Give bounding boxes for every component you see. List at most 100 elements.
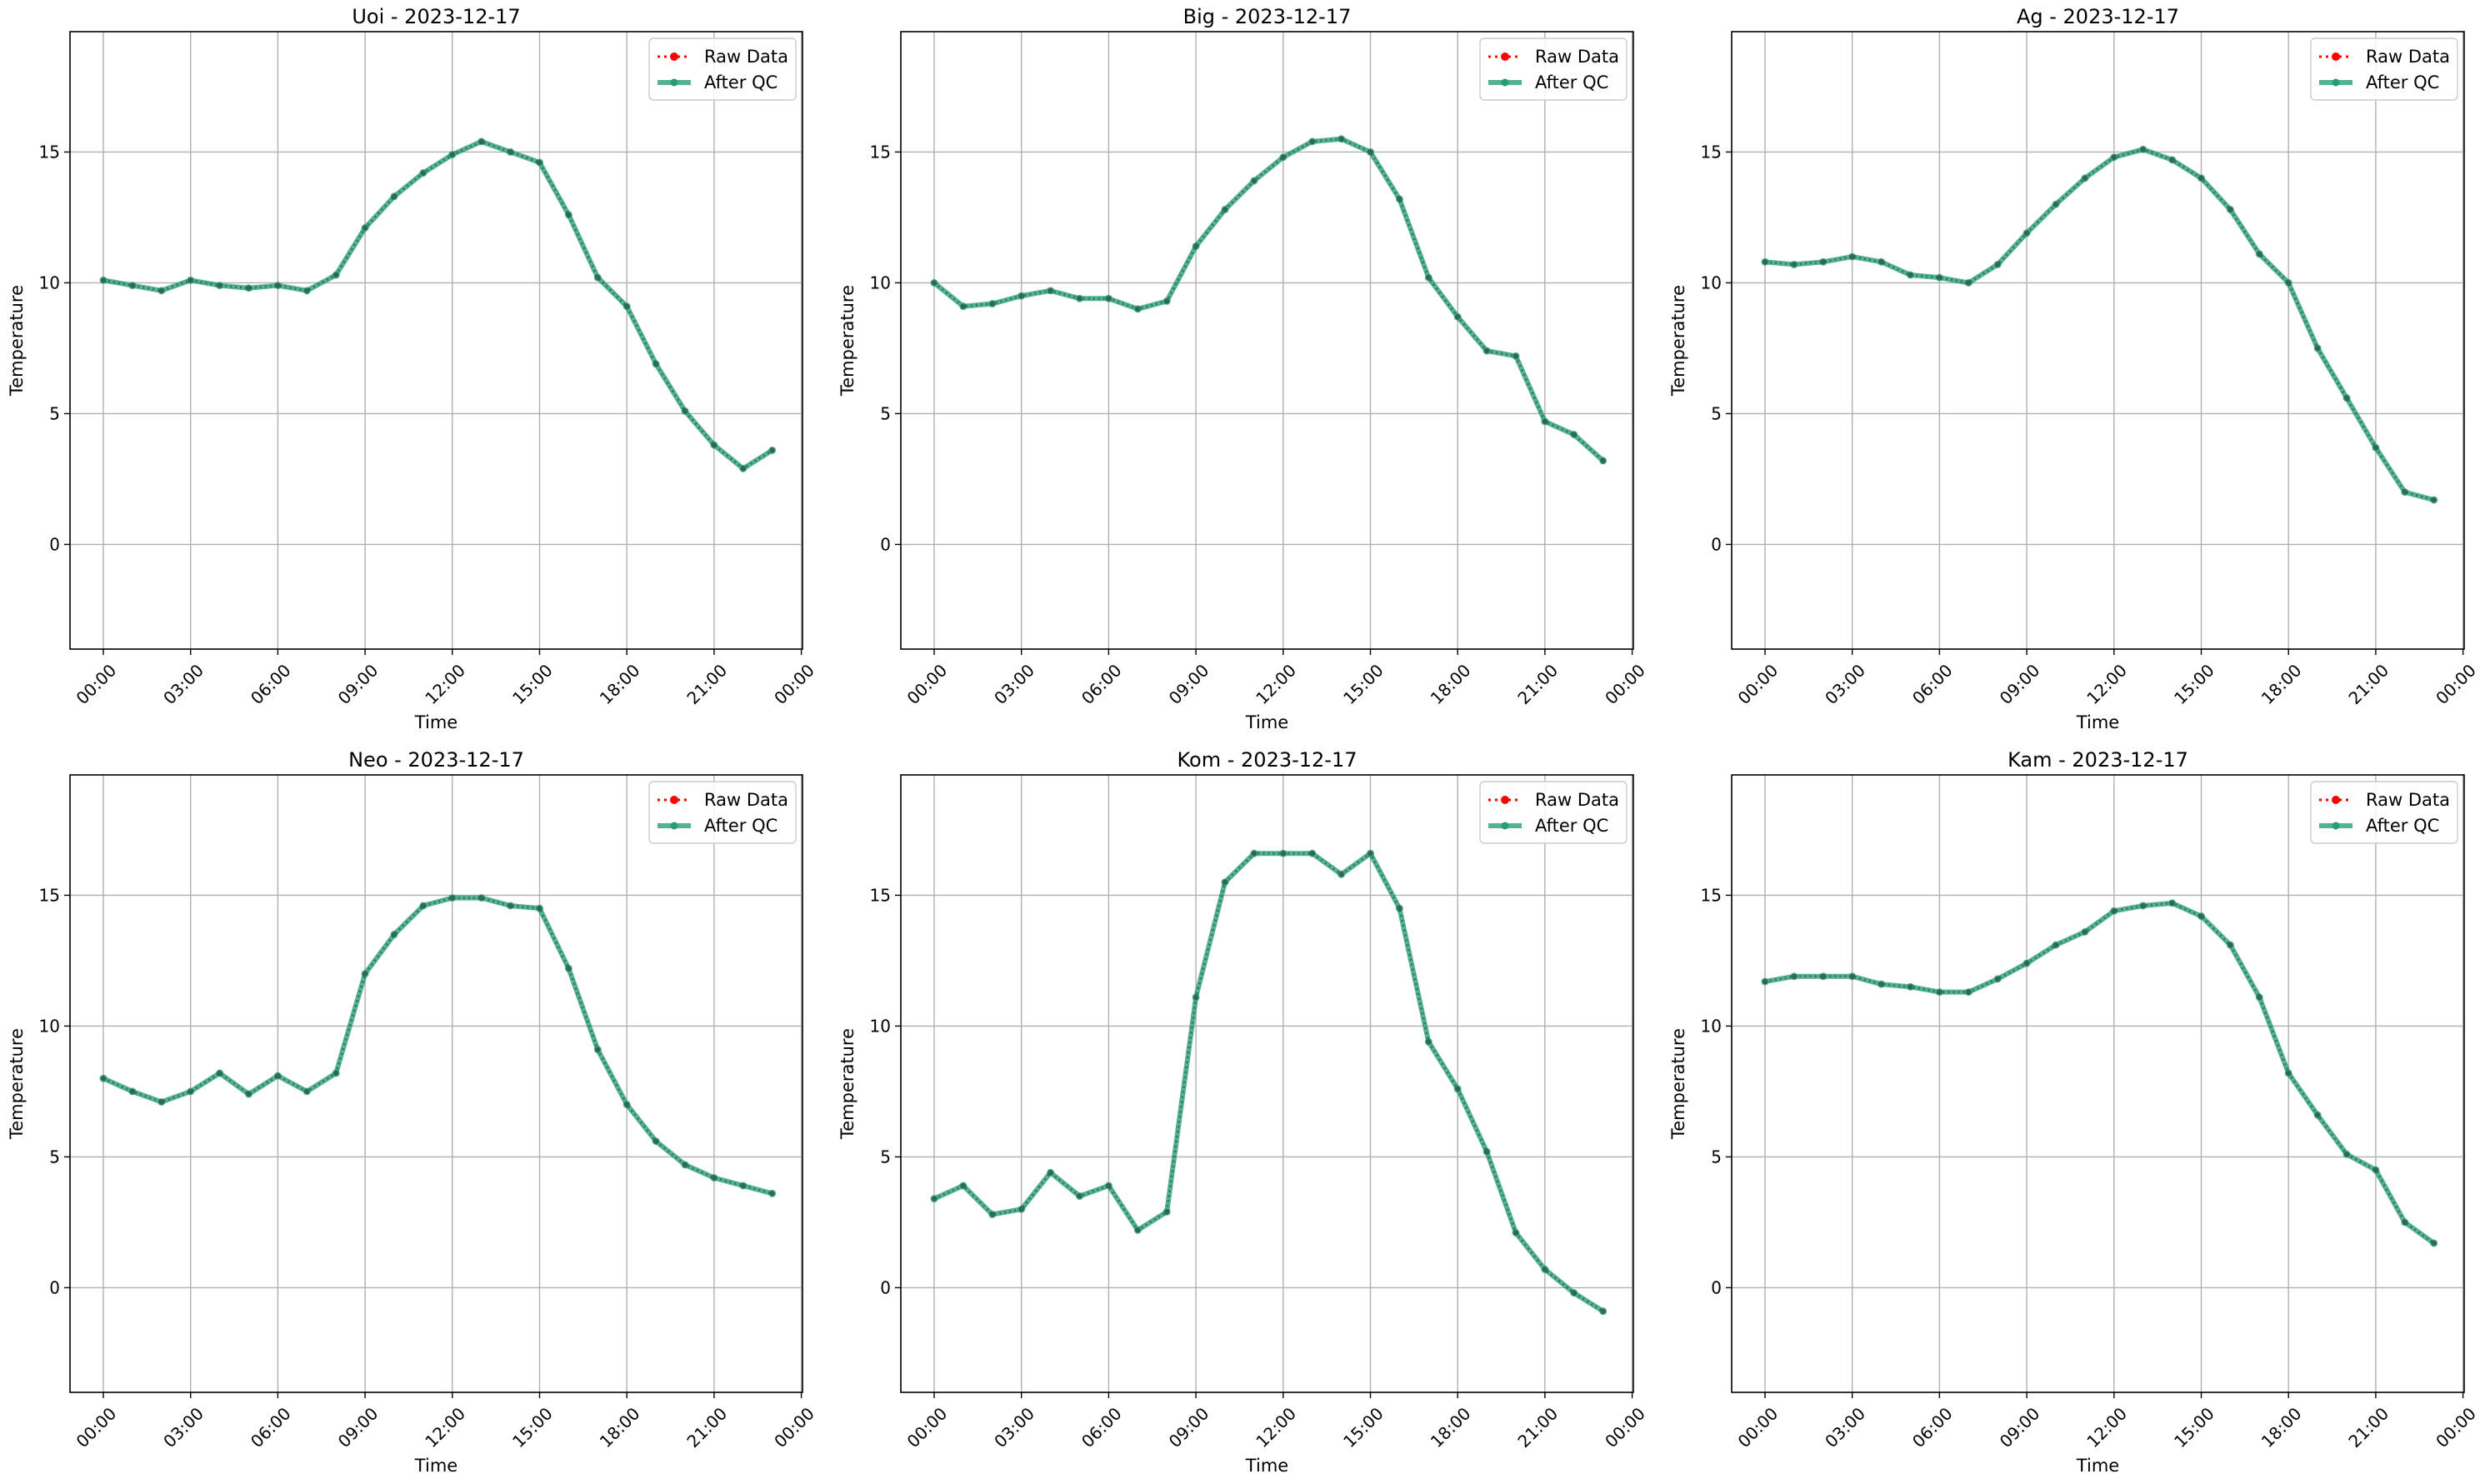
point-raw-data [1820,973,1826,979]
point-raw-data [2111,908,2117,914]
point-raw-data [682,408,688,414]
point-raw-data [740,466,746,472]
y-axis-label: Temperature [1668,285,1688,397]
point-raw-data [1483,347,1490,354]
chart-title: Kam - 2023-12-17 [2008,748,2188,772]
point-raw-data [624,1102,630,1107]
point-raw-data [2140,147,2146,152]
point-raw-data [1164,298,1170,304]
point-raw-data [420,902,427,909]
legend-label-after-qc: After QC [704,72,778,92]
point-raw-data [769,1191,775,1197]
point-raw-data [2228,207,2233,212]
point-raw-data [1018,292,1024,299]
point-raw-data [2111,154,2117,160]
point-raw-data [960,1182,967,1189]
point-raw-data [1368,850,1373,857]
y-tick-label: 0 [1711,534,1722,554]
x-tick-label: 09:00 [1996,1403,2044,1452]
y-tick-label: 5 [49,403,60,423]
point-raw-data [100,1076,107,1082]
point-raw-data [682,1162,688,1168]
point-raw-data [624,303,630,309]
point-raw-data [1106,1182,1112,1189]
point-raw-data [246,1091,252,1097]
point-raw-data [1762,978,1768,985]
point-raw-data [2314,1112,2321,1118]
legend-marker-after-qc [670,78,678,87]
point-raw-data [1426,274,1432,281]
y-tick-label: 5 [880,1147,891,1167]
point-raw-data [537,159,542,166]
point-raw-data [1483,1148,1490,1155]
point-raw-data [960,303,967,309]
point-raw-data [2372,1167,2379,1173]
point-raw-data [2286,280,2292,286]
y-tick-label: 15 [870,142,891,162]
x-tick-label: 18:00 [596,660,644,708]
point-raw-data [1280,850,1287,857]
point-raw-data [2402,489,2408,495]
series-line-raw-data [1764,902,2435,1245]
point-raw-data [478,895,484,901]
point-raw-data [1192,994,1199,1001]
x-tick-label: 21:00 [1513,660,1562,708]
y-axis-label: Temperature [838,1028,858,1140]
y-tick-label: 15 [39,142,60,162]
point-raw-data [1966,989,1972,995]
point-raw-data [1908,984,1913,990]
point-raw-data [1164,1209,1170,1215]
point-raw-data [449,152,455,157]
x-axis-label: Time [414,712,458,732]
x-tick-label: 00:00 [1734,660,1782,708]
y-tick-label: 15 [870,885,891,905]
series-line-after-qc [932,136,1606,463]
point-raw-data [304,287,310,294]
y-tick-label: 10 [39,272,60,292]
point-raw-data [1338,136,1344,142]
legend-marker-after-qc [2332,78,2340,87]
x-tick-label: 00:00 [2432,660,2480,708]
y-tick-label: 5 [880,403,891,423]
point-raw-data [1849,973,1855,979]
x-tick-label: 18:00 [596,1403,644,1452]
point-raw-data [1849,253,1855,260]
point-raw-data [2052,942,2059,948]
y-tick-label: 10 [39,1016,60,1036]
point-raw-data [2257,994,2262,1001]
point-raw-data [1455,1086,1461,1092]
y-tick-label: 0 [1711,1277,1722,1297]
point-raw-data [2082,175,2088,182]
point-raw-data [362,971,368,977]
point-raw-data [1571,1290,1578,1296]
axes-frame [1731,774,2465,1393]
point-raw-data [391,932,398,937]
point-raw-data [595,274,601,281]
y-tick-label: 10 [870,272,891,292]
x-tick-label: 21:00 [682,660,731,708]
x-tick-label: 21:00 [2344,1403,2392,1452]
point-raw-data [1048,1170,1053,1176]
legend-label-raw-data: Raw Data [2366,790,2450,810]
y-tick-label: 0 [880,534,891,554]
legend-label-raw-data: Raw Data [2366,47,2450,67]
axes-frame [69,31,803,650]
point-raw-data [1368,149,1373,155]
x-tick-label: 03:00 [990,1403,1038,1452]
x-axis-label: Time [1245,712,1288,732]
point-raw-data [740,1182,746,1189]
legend-marker-raw-data [1501,52,1509,61]
x-tick-label: 09:00 [1996,660,2044,708]
point-raw-data [246,285,252,291]
point-raw-data [129,1088,136,1095]
legend-marker-after-qc [670,822,678,830]
point-raw-data [1571,432,1578,437]
point-raw-data [2431,497,2437,503]
x-tick-label: 00:00 [1601,660,1649,708]
legend-marker-after-qc [2332,822,2340,830]
point-raw-data [1600,1308,1606,1314]
x-tick-label: 12:00 [421,1403,469,1452]
x-tick-label: 18:00 [1427,660,1475,708]
x-tick-label: 09:00 [334,660,382,708]
point-raw-data [217,282,222,288]
